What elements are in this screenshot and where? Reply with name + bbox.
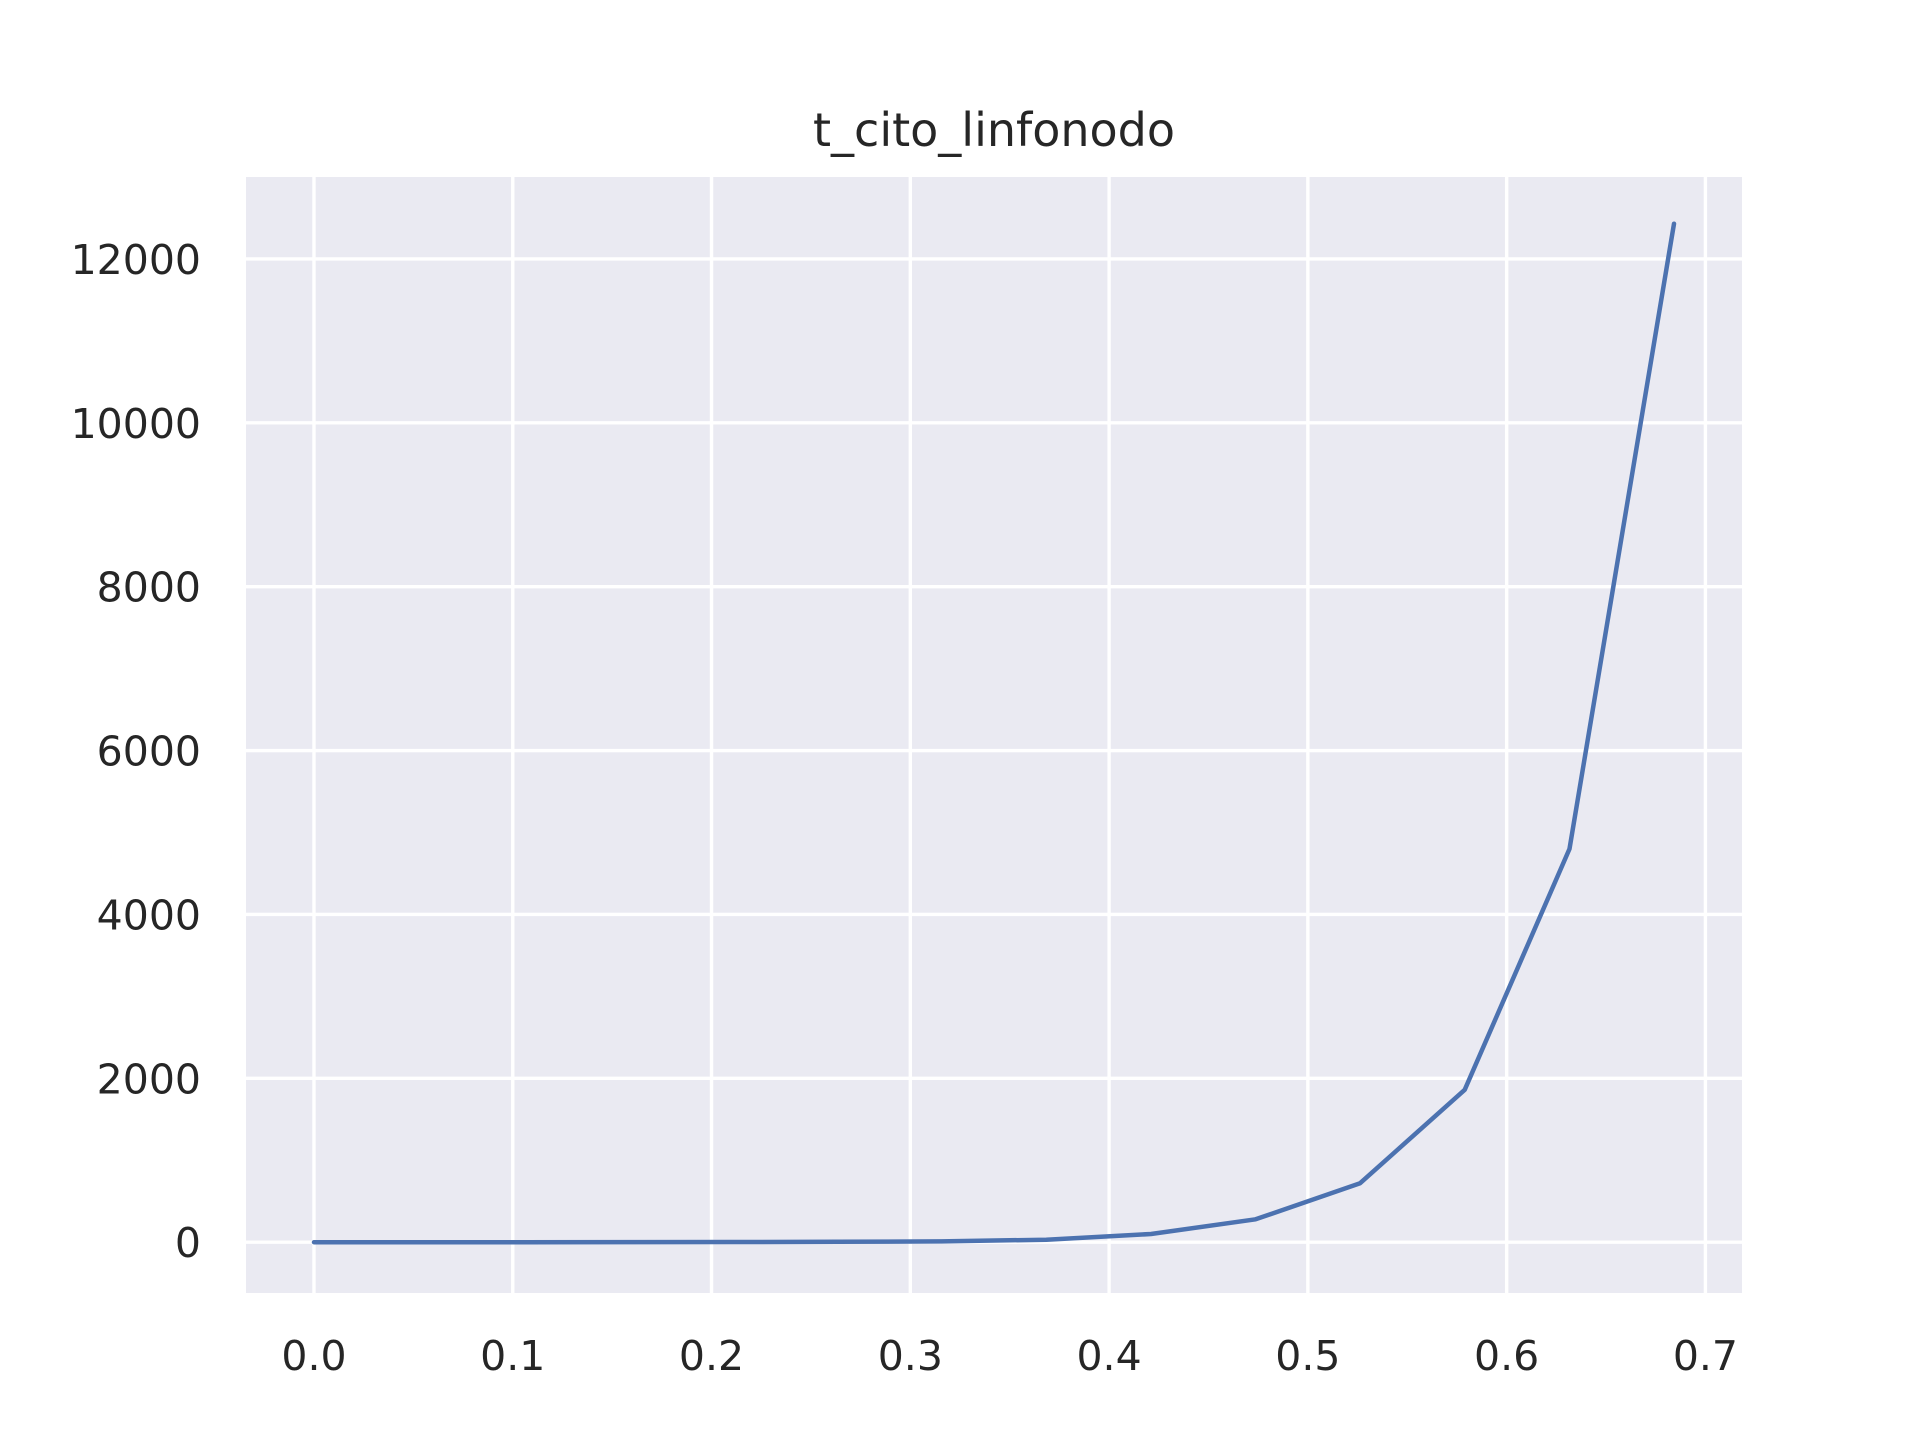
x-tick-label: 0.6 — [1474, 1332, 1539, 1380]
y-tick-label: 10000 — [71, 400, 201, 448]
x-tick-label: 0.1 — [480, 1332, 545, 1380]
plot-area — [246, 177, 1742, 1293]
y-tick-label: 4000 — [97, 891, 201, 939]
y-tick-label: 6000 — [97, 728, 201, 776]
y-tick-label: 12000 — [71, 236, 201, 284]
y-tick-label: 8000 — [97, 564, 201, 612]
y-tick-label: 2000 — [97, 1055, 201, 1103]
x-tick-label: 0.3 — [878, 1332, 943, 1380]
x-tick-label: 0.7 — [1673, 1332, 1738, 1380]
chart-title: t_cito_linfonodo — [813, 103, 1175, 157]
series-layer — [311, 221, 1677, 1245]
x-tick-label: 0.5 — [1275, 1332, 1340, 1380]
x-tick-label: 0.0 — [281, 1332, 346, 1380]
x-tick-label: 0.2 — [679, 1332, 744, 1380]
x-tick-label: 0.4 — [1076, 1332, 1141, 1380]
series-line — [311, 221, 1677, 1245]
x-axis-tick-labels: 0.0 0.1 0.2 0.3 0.4 0.5 0.6 0.7 — [281, 1332, 1738, 1380]
y-tick-label: 0 — [175, 1219, 201, 1267]
y-axis-tick-labels: 0 2000 4000 6000 8000 10000 12000 — [71, 236, 201, 1267]
